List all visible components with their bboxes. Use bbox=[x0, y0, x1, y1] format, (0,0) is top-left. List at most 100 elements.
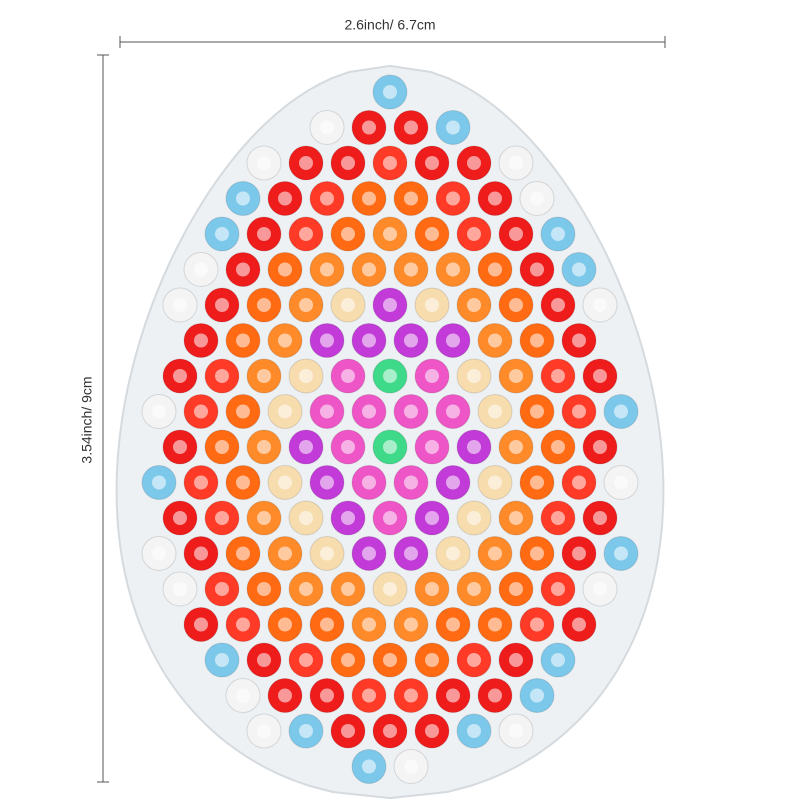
bead-hole bbox=[215, 653, 229, 667]
bead-hole bbox=[530, 475, 544, 490]
bead-hole bbox=[425, 298, 439, 312]
bead-hole bbox=[488, 262, 502, 277]
bead-hole bbox=[320, 688, 334, 703]
bead-hole bbox=[551, 582, 565, 596]
bead-hole bbox=[509, 724, 523, 738]
bead-hole bbox=[383, 369, 397, 383]
bead-hole bbox=[236, 404, 250, 419]
bead-hole bbox=[425, 440, 439, 454]
bead-hole bbox=[341, 511, 355, 525]
bead-hole bbox=[236, 191, 250, 206]
bead-hole bbox=[425, 653, 439, 667]
bead-hole bbox=[404, 120, 418, 135]
bead-hole bbox=[215, 227, 229, 241]
bead-hole bbox=[488, 546, 502, 561]
bead-hole bbox=[425, 156, 439, 170]
bead-hole bbox=[530, 333, 544, 348]
bead-hole bbox=[446, 617, 460, 632]
bead-hole bbox=[383, 85, 397, 99]
bead-hole bbox=[404, 333, 418, 348]
bead-hole bbox=[362, 546, 376, 561]
bead-hole bbox=[467, 511, 481, 525]
bead-hole bbox=[383, 227, 397, 241]
bead-hole bbox=[299, 653, 313, 667]
bead-hole bbox=[257, 227, 271, 241]
bead-hole bbox=[446, 120, 460, 135]
bead-hole bbox=[341, 298, 355, 312]
bead-hole bbox=[194, 546, 208, 561]
bead-hole bbox=[593, 511, 607, 525]
bead-hole bbox=[383, 724, 397, 738]
height-dimension: 3.54inch/ 9cm bbox=[79, 54, 109, 783]
bead-hole bbox=[383, 156, 397, 170]
bead-hole bbox=[299, 724, 313, 738]
bead-hole bbox=[278, 475, 292, 490]
bead-hole bbox=[320, 333, 334, 348]
bead-hole bbox=[425, 582, 439, 596]
bead-hole bbox=[509, 511, 523, 525]
bead-hole bbox=[509, 369, 523, 383]
bead-hole bbox=[194, 262, 208, 277]
bead-hole bbox=[173, 511, 187, 525]
bead-hole bbox=[446, 404, 460, 419]
bead-hole bbox=[467, 298, 481, 312]
bead-hole bbox=[530, 688, 544, 703]
bead-hole bbox=[152, 475, 166, 490]
bead-hole bbox=[215, 369, 229, 383]
bead-hole bbox=[194, 333, 208, 348]
bead-hole bbox=[509, 227, 523, 241]
bead-hole bbox=[488, 617, 502, 632]
width-label: 2.6inch/ 6.7cm bbox=[344, 17, 435, 33]
bead-hole bbox=[614, 546, 628, 561]
bead-hole bbox=[488, 191, 502, 206]
bead-hole bbox=[320, 191, 334, 206]
bead-hole bbox=[320, 262, 334, 277]
bead-hole bbox=[446, 688, 460, 703]
bead-hole bbox=[257, 582, 271, 596]
bead-hole bbox=[572, 333, 586, 348]
bead-hole bbox=[320, 475, 334, 490]
bead-hole bbox=[446, 333, 460, 348]
bead-hole bbox=[404, 262, 418, 277]
bead-hole bbox=[299, 156, 313, 170]
bead-hole bbox=[425, 511, 439, 525]
bead-hole bbox=[404, 191, 418, 206]
bead-hole bbox=[509, 653, 523, 667]
bead-hole bbox=[236, 546, 250, 561]
bead-hole bbox=[173, 440, 187, 454]
bead-hole bbox=[530, 262, 544, 277]
bead-hole bbox=[425, 724, 439, 738]
bead-hole bbox=[194, 475, 208, 490]
bead-hole bbox=[530, 617, 544, 632]
bead-hole bbox=[215, 582, 229, 596]
bead-hole bbox=[215, 440, 229, 454]
bead-hole bbox=[194, 617, 208, 632]
bead-hole bbox=[236, 262, 250, 277]
bead-hole bbox=[257, 156, 271, 170]
bead-hole bbox=[362, 688, 376, 703]
bead-hole bbox=[572, 546, 586, 561]
bead-hole bbox=[572, 262, 586, 277]
bead-hole bbox=[446, 262, 460, 277]
bead-hole bbox=[362, 333, 376, 348]
bead-hole bbox=[467, 156, 481, 170]
bead-hole bbox=[614, 475, 628, 490]
bead-hole bbox=[530, 191, 544, 206]
bead-hole bbox=[572, 475, 586, 490]
bead-hole bbox=[572, 617, 586, 632]
bead-hole bbox=[173, 298, 187, 312]
bead-hole bbox=[509, 582, 523, 596]
bead-hole bbox=[572, 404, 586, 419]
bead-hole bbox=[341, 369, 355, 383]
bead-hole bbox=[152, 404, 166, 419]
bead-hole bbox=[299, 298, 313, 312]
bead-hole bbox=[236, 475, 250, 490]
bead-hole bbox=[278, 333, 292, 348]
bead-hole bbox=[551, 227, 565, 241]
bead-hole bbox=[257, 298, 271, 312]
bead-hole bbox=[467, 582, 481, 596]
bead-hole bbox=[257, 653, 271, 667]
bead-hole bbox=[488, 404, 502, 419]
bead-hole bbox=[362, 404, 376, 419]
